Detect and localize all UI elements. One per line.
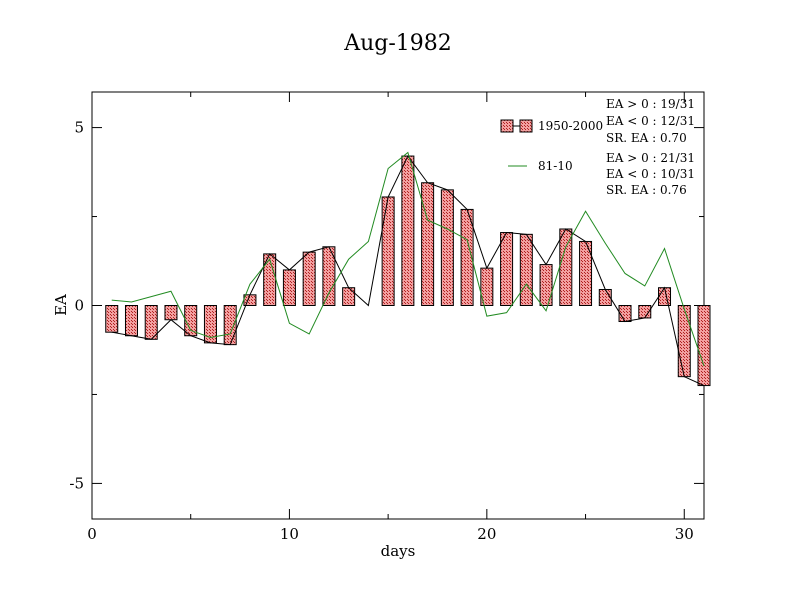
legend-swatch-1950-2000-b — [519, 119, 533, 133]
bar-day-16 — [401, 155, 415, 306]
legend-swatch-1950-2000 — [500, 119, 514, 133]
legend-label-1950-2000: 1950-2000 — [538, 119, 603, 133]
stat-negative-2: EA < 0 : 10/31 — [606, 167, 695, 181]
bar-day-15 — [381, 196, 395, 307]
bar-day-11 — [302, 251, 316, 306]
bar-day-22 — [519, 233, 533, 306]
bar-day-18 — [440, 189, 454, 307]
bar-day-31 — [697, 305, 711, 387]
bar-day-8 — [243, 294, 257, 307]
line-series-1950-2000 — [111, 155, 705, 387]
y-tick-label-5: 5 — [74, 119, 84, 137]
stat-sr-1: SR. EA : 0.70 — [606, 131, 687, 145]
y-axis-label: EA — [52, 294, 70, 316]
x-tick-label-30: 30 — [675, 525, 694, 543]
bar-day-21 — [500, 232, 514, 306]
stat-negative-1: EA < 0 : 12/31 — [606, 114, 695, 128]
bar-day-23 — [539, 264, 553, 306]
bar-day-29 — [658, 287, 672, 307]
bar-day-26 — [598, 288, 612, 306]
bar-day-24 — [559, 228, 573, 306]
stat-positive-2: EA > 0 : 21/31 — [606, 151, 695, 165]
bar-day-1 — [105, 305, 119, 333]
stats-set1: EA > 0 : 19/31 EA < 0 : 12/31 SR. EA : 0… — [606, 97, 695, 145]
bar-day-10 — [282, 269, 296, 306]
bar-day-2 — [124, 305, 138, 337]
x-axis-label: days — [381, 542, 416, 560]
bar-day-3 — [144, 305, 158, 340]
legend: 1950-2000 81-10 — [500, 119, 603, 173]
bar-day-30 — [677, 305, 691, 378]
bar-day-17 — [421, 182, 435, 306]
bar-day-7 — [223, 305, 237, 346]
y-tick-label--5: -5 — [69, 474, 84, 492]
x-tick-label-20: 20 — [477, 525, 496, 543]
stat-sr-2: SR. EA : 0.76 — [606, 183, 687, 197]
stats-set2: EA > 0 : 21/31 EA < 0 : 10/31 SR. EA : 0… — [606, 151, 695, 197]
bar-day-27 — [618, 305, 632, 323]
y-tick-label-0: 0 — [74, 297, 84, 315]
bar-day-4 — [164, 305, 178, 321]
legend-label-81-10: 81-10 — [538, 159, 573, 173]
bar-day-5 — [184, 305, 198, 337]
x-tick-label-0: 0 — [87, 525, 97, 543]
chart-title: Aug-1982 — [343, 31, 452, 56]
x-tick-label-10: 10 — [280, 525, 299, 543]
stat-positive-1: EA > 0 : 19/31 — [606, 97, 695, 111]
line-series-81-10 — [111, 151, 705, 367]
bar-day-13 — [342, 287, 356, 307]
